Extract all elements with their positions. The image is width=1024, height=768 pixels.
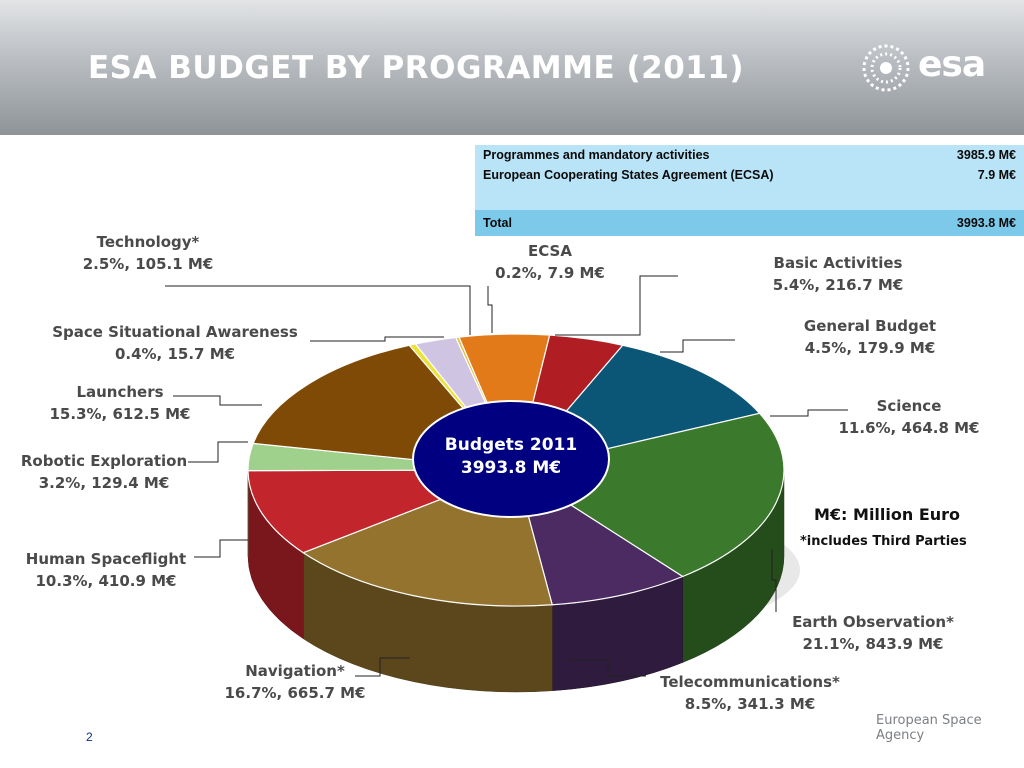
label-value: 16.7%, 665.7 M€ xyxy=(224,684,366,702)
leader-line-technology xyxy=(165,285,471,335)
label-name: Telecommunications* xyxy=(660,673,840,691)
leader-line-earth-observation xyxy=(771,549,777,612)
leader-line-human-spaceflight xyxy=(194,539,248,558)
label-telecommunications: Telecommunications* 8.5%, 341.3 M€ xyxy=(642,671,858,715)
table-cell-value: 7.9 M€ xyxy=(915,165,1024,185)
label-name: Earth Observation* xyxy=(792,613,954,631)
table-spacer-row xyxy=(475,185,1024,210)
label-name: Technology* xyxy=(96,233,200,251)
leader-line-space-situational-awareness xyxy=(310,336,444,342)
label-name: Launchers xyxy=(76,383,164,401)
esa-logo-text: esa xyxy=(918,44,986,85)
slide-title: ESA BUDGET BY PROGRAMME (2011) xyxy=(88,50,745,86)
leader-line-basic-activities xyxy=(555,275,678,336)
pie-center-badge xyxy=(412,400,610,518)
leader-line-navigation xyxy=(355,657,410,677)
label-robotic-exploration: Robotic Exploration 3.2%, 129.4 M€ xyxy=(4,450,204,494)
leader-line-science xyxy=(770,409,848,417)
table-cell-label: European Cooperating States Agreement (E… xyxy=(475,165,916,185)
label-value: 3.2%, 129.4 M€ xyxy=(38,474,170,492)
page-number: 2 xyxy=(86,730,93,744)
leader-line-ecsa xyxy=(487,286,493,333)
label-basic-activities: Basic Activities 5.4%, 216.7 M€ xyxy=(752,252,924,296)
label-value: 4.5%, 179.9 M€ xyxy=(804,339,936,357)
budget-summary-table: Programmes and mandatory activities 3985… xyxy=(475,145,1024,236)
label-human-spaceflight: Human Spaceflight 10.3%, 410.9 M€ xyxy=(8,548,204,592)
label-value: 10.3%, 410.9 M€ xyxy=(35,572,177,590)
label-value: 21.1%, 843.9 M€ xyxy=(802,635,944,653)
center-label-total: 3993.8 M€ xyxy=(460,458,562,478)
label-name: Space Situational Awareness xyxy=(52,323,298,341)
label-name: Robotic Exploration xyxy=(20,452,188,470)
label-value: 0.2%, 7.9 M€ xyxy=(495,264,605,282)
label-general-budget: General Budget 4.5%, 179.9 M€ xyxy=(785,315,955,359)
table-row: Programmes and mandatory activities 3985… xyxy=(475,145,1024,165)
table-total-row: Total 3993.8 M€ xyxy=(475,210,1024,236)
third-parties-note: *includes Third Parties xyxy=(800,534,967,549)
footer-agency-name: European Space Agency xyxy=(876,713,982,743)
table-total-value: 3993.8 M€ xyxy=(915,210,1024,236)
label-value: 2.5%, 105.1 M€ xyxy=(82,255,214,273)
table-cell-label: Programmes and mandatory activities xyxy=(475,145,916,165)
label-name: General Budget xyxy=(803,317,937,335)
pie-slice-earth-observation xyxy=(514,412,785,578)
label-value: 5.4%, 216.7 M€ xyxy=(772,276,904,294)
label-name: Navigation* xyxy=(245,662,345,680)
leader-line-robotic-exploration xyxy=(188,441,248,463)
label-value: 15.3%, 612.5 M€ xyxy=(49,405,191,423)
label-name: Science xyxy=(876,397,942,415)
table-total-label: Total xyxy=(475,210,916,236)
leader-line-telecommunications xyxy=(570,659,646,677)
label-science: Science 11.6%, 464.8 M€ xyxy=(820,395,998,439)
label-name: Human Spaceflight xyxy=(25,550,187,568)
label-navigation: Navigation* 16.7%, 665.7 M€ xyxy=(205,660,385,704)
label-space-situational-awareness: Space Situational Awareness 0.4%, 15.7 M… xyxy=(40,321,310,365)
center-label-title: Budgets 2011 xyxy=(444,435,578,455)
label-technology: Technology* 2.5%, 105.1 M€ xyxy=(60,231,236,275)
label-value: 11.6%, 464.8 M€ xyxy=(838,419,980,437)
leader-line-launchers xyxy=(173,395,262,406)
leader-line-general-budget xyxy=(660,339,735,353)
label-name: ECSA xyxy=(528,242,572,260)
label-earth-observation: Earth Observation* 21.1%, 843.9 M€ xyxy=(775,611,971,655)
slide-header: ESA BUDGET BY PROGRAMME (2011) esa xyxy=(0,0,1024,135)
unit-note: M€: Million Euro xyxy=(814,505,961,524)
esa-logo-icon xyxy=(862,44,910,92)
label-value: 8.5%, 341.3 M€ xyxy=(684,695,816,713)
label-ecsa: ECSA 0.2%, 7.9 M€ xyxy=(472,240,628,284)
label-name: Basic Activities xyxy=(773,254,903,272)
label-launchers: Launchers 15.3%, 612.5 M€ xyxy=(30,381,210,425)
table-row: European Cooperating States Agreement (E… xyxy=(475,165,1024,185)
table-cell-value: 3985.9 M€ xyxy=(915,145,1024,165)
label-value: 0.4%, 15.7 M€ xyxy=(114,345,236,363)
chart-center-label: Budgets 2011 3993.8 M€ xyxy=(413,434,609,480)
